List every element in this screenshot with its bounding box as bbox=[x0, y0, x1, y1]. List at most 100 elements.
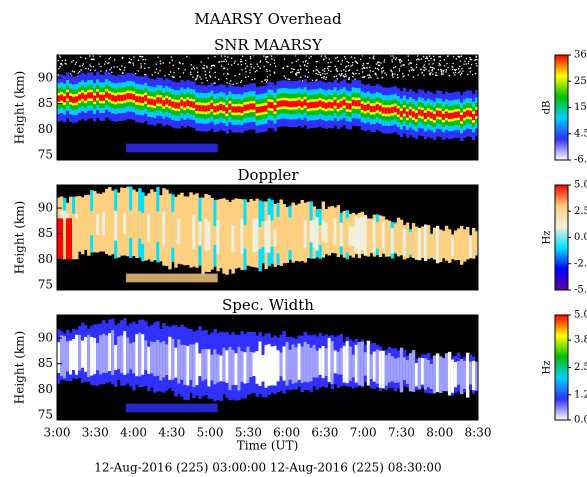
noise bbox=[462, 70, 464, 72]
echo bbox=[267, 344, 271, 386]
noise bbox=[74, 63, 77, 65]
noise bbox=[59, 66, 61, 68]
echo bbox=[303, 341, 307, 382]
noise bbox=[193, 68, 196, 70]
echo bbox=[399, 111, 404, 118]
noise bbox=[319, 74, 322, 76]
echo bbox=[381, 222, 386, 249]
noise bbox=[57, 74, 60, 76]
noise bbox=[416, 63, 418, 66]
echo bbox=[153, 99, 157, 106]
noise bbox=[317, 69, 319, 71]
echo bbox=[120, 94, 124, 102]
noise bbox=[379, 64, 381, 67]
noise bbox=[465, 63, 468, 65]
echo bbox=[108, 93, 112, 100]
noise bbox=[377, 68, 380, 71]
noise bbox=[390, 69, 392, 71]
echo bbox=[81, 92, 85, 99]
noise bbox=[305, 59, 307, 61]
noise bbox=[162, 62, 164, 64]
echo bbox=[312, 345, 317, 378]
noise bbox=[454, 69, 457, 71]
echo bbox=[258, 227, 262, 249]
y-axis-label: Height (km) bbox=[13, 71, 27, 144]
noise bbox=[195, 78, 197, 80]
echo bbox=[354, 344, 359, 383]
noise bbox=[423, 69, 425, 72]
echo bbox=[162, 341, 166, 378]
noise bbox=[196, 67, 198, 69]
noise bbox=[129, 62, 132, 64]
echo bbox=[342, 345, 347, 383]
echo bbox=[336, 102, 341, 109]
echo bbox=[201, 105, 205, 112]
echo bbox=[342, 99, 347, 106]
noise bbox=[250, 63, 252, 66]
echo bbox=[246, 224, 250, 248]
noise bbox=[254, 71, 257, 73]
echo bbox=[93, 207, 97, 239]
noise bbox=[85, 67, 87, 70]
noise bbox=[71, 70, 74, 72]
echo bbox=[213, 106, 217, 113]
noise bbox=[426, 57, 429, 60]
noise bbox=[361, 68, 363, 70]
colorbar-tick-label: 3.8 bbox=[574, 335, 587, 346]
echo bbox=[60, 94, 64, 101]
echo bbox=[135, 210, 139, 243]
echo bbox=[294, 347, 298, 383]
noise bbox=[384, 72, 386, 74]
noise bbox=[393, 67, 395, 69]
noise bbox=[411, 68, 414, 70]
noise bbox=[283, 58, 286, 60]
echo bbox=[423, 112, 428, 120]
echo bbox=[345, 341, 350, 384]
echo bbox=[402, 107, 407, 114]
echo bbox=[126, 93, 130, 100]
noise bbox=[452, 56, 455, 58]
noise bbox=[65, 63, 67, 65]
noise bbox=[64, 59, 67, 62]
echo bbox=[393, 106, 398, 113]
noise bbox=[92, 65, 95, 68]
noise bbox=[452, 62, 454, 65]
noise bbox=[336, 70, 338, 72]
noise bbox=[141, 56, 144, 58]
noise bbox=[348, 62, 350, 64]
echo bbox=[288, 217, 292, 251]
noise bbox=[230, 80, 232, 82]
noise bbox=[454, 71, 457, 74]
noise bbox=[327, 67, 329, 70]
echo bbox=[174, 219, 178, 250]
echo bbox=[366, 223, 371, 253]
echo bbox=[228, 103, 232, 110]
noise bbox=[246, 65, 248, 67]
noise bbox=[377, 64, 380, 66]
echo bbox=[348, 103, 353, 110]
echo bbox=[132, 93, 136, 101]
noise bbox=[209, 76, 212, 78]
noise bbox=[431, 68, 433, 71]
echo bbox=[135, 334, 139, 377]
noise bbox=[313, 70, 315, 72]
noise bbox=[389, 55, 392, 57]
echo bbox=[258, 106, 262, 113]
echo bbox=[372, 105, 377, 112]
noise bbox=[154, 71, 156, 74]
echo bbox=[462, 233, 467, 258]
echo bbox=[471, 114, 476, 121]
echo bbox=[125, 143, 218, 153]
echo bbox=[318, 225, 323, 246]
echo bbox=[378, 105, 383, 112]
noise bbox=[407, 59, 410, 61]
noise bbox=[128, 57, 131, 59]
echo bbox=[396, 108, 401, 115]
noise bbox=[271, 58, 273, 60]
echo bbox=[375, 349, 380, 384]
noise bbox=[422, 66, 424, 68]
echo bbox=[192, 215, 196, 250]
echo bbox=[162, 100, 166, 107]
echo bbox=[306, 102, 310, 109]
noise bbox=[227, 56, 229, 58]
